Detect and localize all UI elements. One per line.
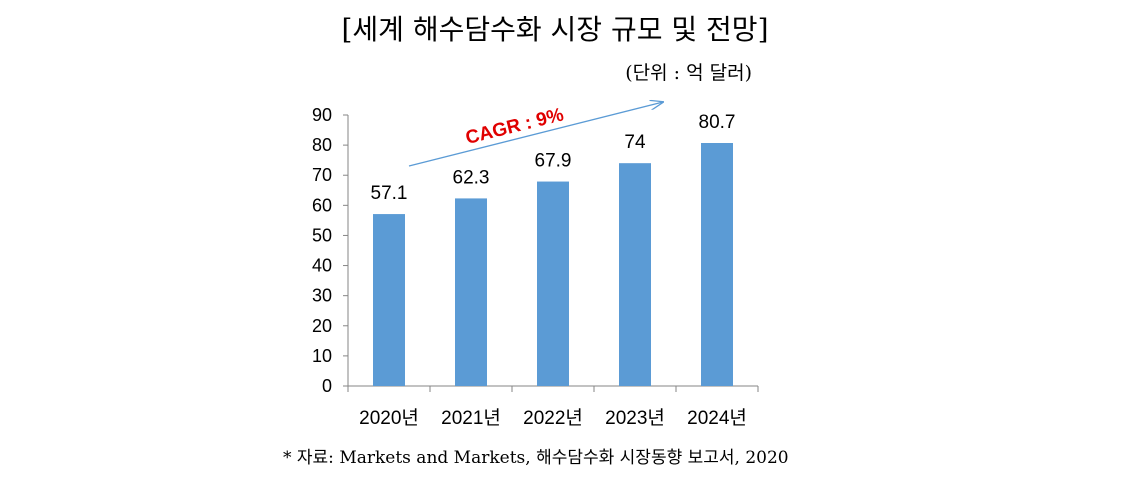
y-tick-label: 80 <box>312 135 332 155</box>
y-tick-label: 20 <box>312 316 332 336</box>
bar <box>537 181 569 386</box>
x-category-label: 2020년 <box>359 407 419 429</box>
bar-data-label: 67.9 <box>535 151 572 172</box>
bar-data-label: 74 <box>624 132 646 153</box>
bar-series <box>373 143 733 386</box>
bar <box>701 143 733 386</box>
x-category-label: 2022년 <box>523 407 583 429</box>
bar-data-label: 62.3 <box>453 167 490 188</box>
unit-note: (단위 : 억 달러) <box>625 62 752 84</box>
x-axis-ticks <box>347 386 759 392</box>
x-category-label: 2024년 <box>687 407 747 429</box>
bar <box>455 198 487 386</box>
cagr-annotation: CAGR : 9% <box>463 104 565 149</box>
bar <box>619 163 651 386</box>
x-category-label: 2023년 <box>605 407 665 429</box>
y-tick-label: 30 <box>312 286 332 306</box>
bar-data-label: 57.1 <box>371 183 408 204</box>
y-tick-label: 50 <box>312 225 332 245</box>
y-tick-label: 0 <box>322 376 332 396</box>
y-axis-ticks: 0 10 20 30 40 50 60 70 80 90 <box>312 105 348 396</box>
y-tick-label: 60 <box>312 195 332 215</box>
y-tick-label: 90 <box>312 105 332 125</box>
cagr-arrow <box>408 102 663 167</box>
source-note: * 자료: Markets and Markets, 해수담수화 시장동향 보고… <box>283 448 789 468</box>
x-category-label: 2021년 <box>441 407 501 429</box>
category-labels: 2020년 2021년 2022년 2023년 2024년 <box>359 407 747 429</box>
y-tick-label: 40 <box>312 256 332 276</box>
bar <box>373 214 405 386</box>
bar-data-label: 80.7 <box>699 112 736 133</box>
data-labels: 57.1 62.3 67.9 74 80.7 <box>371 112 736 204</box>
y-tick-label: 70 <box>312 165 332 185</box>
chart-title: [세계 해수담수화 시장 규모 및 전망] <box>342 13 769 46</box>
y-tick-label: 10 <box>312 346 332 366</box>
